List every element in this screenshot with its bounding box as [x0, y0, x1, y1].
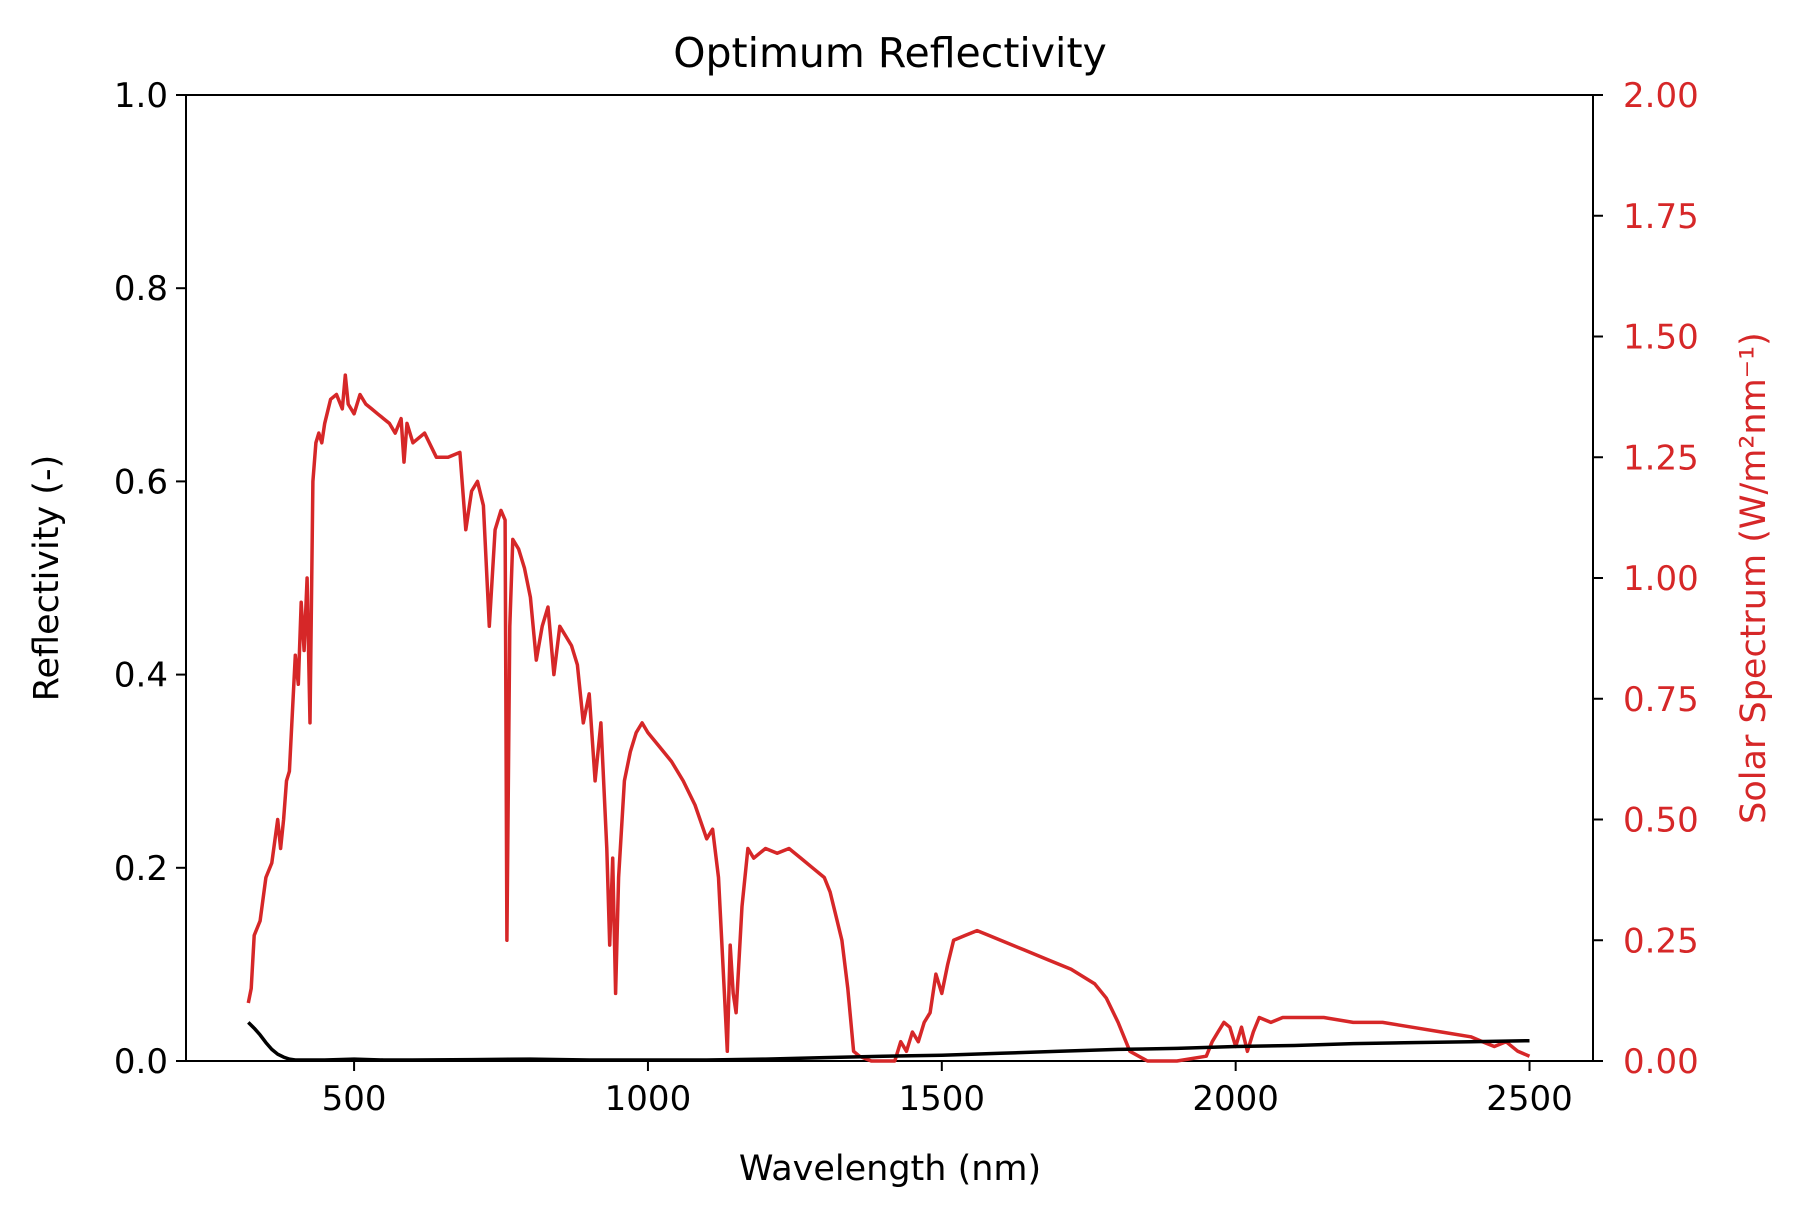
right-tick-label: 0.75: [1623, 680, 1699, 720]
x-tick-label: 2000: [1192, 1079, 1279, 1119]
left-tick-label: 0.0: [114, 1042, 168, 1082]
right-axis-label: Solar Spectrum (W/m²nm⁻¹): [1734, 332, 1774, 824]
right-tick-label: 1.00: [1623, 559, 1699, 599]
right-tick-label: 1.50: [1623, 318, 1699, 358]
reflectivity-line: [247, 1021, 1530, 1062]
left-axis-label: Reflectivity (-): [27, 455, 67, 702]
x-tick-label: 500: [322, 1079, 387, 1119]
left-tick-label: 0.6: [114, 462, 168, 502]
right-tick-label: 2.00: [1623, 76, 1699, 116]
right-tick-label: 0.25: [1623, 921, 1699, 961]
right-tick-label: 0.00: [1623, 1042, 1699, 1082]
series-layer: [246, 373, 1531, 1063]
left-axis: 0.0 0.2 0.4 0.6 0.8 1.0: [114, 76, 186, 1082]
x-tick-label: 1500: [899, 1079, 986, 1119]
x-axis: 500 1000 1500 2000 2500: [322, 1061, 1573, 1119]
right-tick-label: 0.50: [1623, 801, 1699, 841]
x-tick-label: 2500: [1486, 1079, 1573, 1119]
chart-title: Optimum Reflectivity: [673, 29, 1107, 77]
left-tick-label: 0.4: [114, 656, 168, 696]
solar-spectrum-line: [246, 373, 1531, 1063]
x-axis-label: Wavelength (nm): [739, 1149, 1041, 1189]
x-tick-label: 1000: [605, 1079, 692, 1119]
right-tick-label: 1.25: [1623, 438, 1699, 478]
left-tick-label: 0.8: [114, 269, 168, 309]
right-tick-label: 1.75: [1623, 197, 1699, 237]
plot-frame: [185, 94, 1594, 1062]
right-axis: 0.00 0.25 0.50 0.75 1.00 1.25 1.50 1.75 2.00: [1593, 76, 1699, 1082]
left-tick-label: 0.2: [114, 849, 168, 889]
left-tick-label: 1.0: [114, 76, 168, 116]
